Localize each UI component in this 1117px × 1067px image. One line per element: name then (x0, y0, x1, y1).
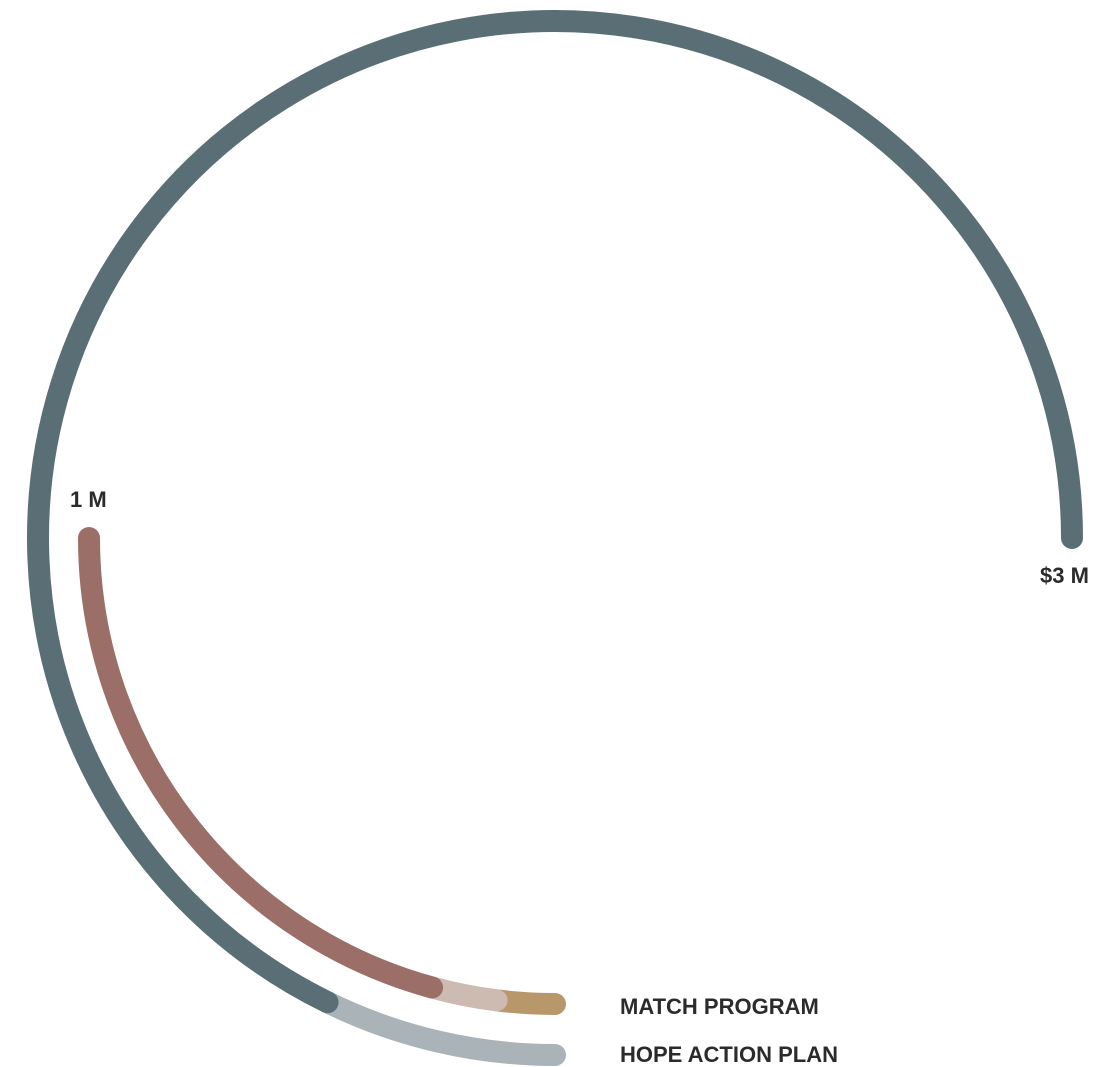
scale-label-3m: $3 M (1040, 563, 1089, 588)
arc-1-segment-0 (316, 991, 566, 1066)
arc-0-segment-2 (78, 527, 444, 999)
chart-arcs (27, 10, 1083, 1066)
series-label-match-program: MATCH PROGRAM (620, 994, 819, 1019)
chart-labels: 1 M $3 M MATCH PROGRAM HOPE ACTION PLAN (70, 487, 1089, 1067)
series-label-hope-action-plan: HOPE ACTION PLAN (620, 1042, 838, 1067)
arc-1-segment-1 (27, 10, 1083, 1014)
scale-label-1m: 1 M (70, 487, 107, 512)
